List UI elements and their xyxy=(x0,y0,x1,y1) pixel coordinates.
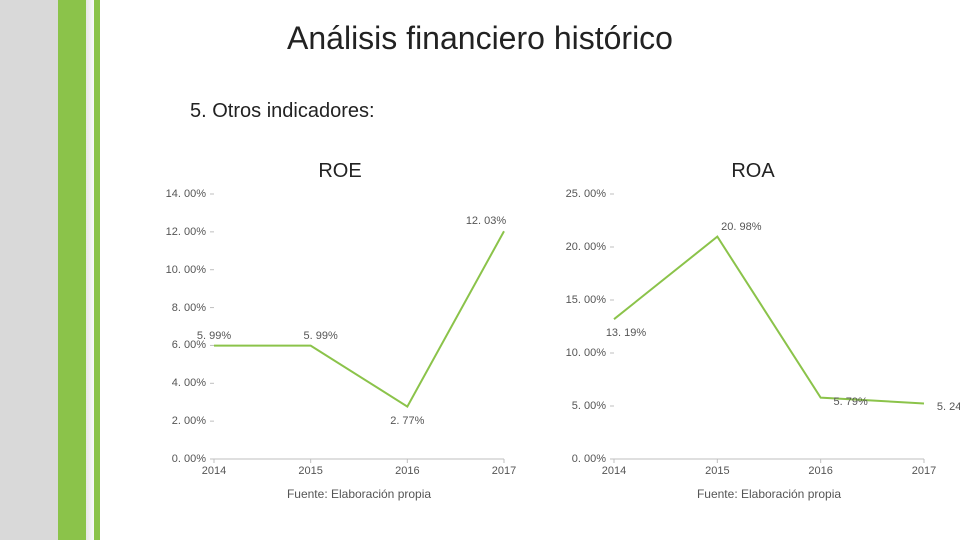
roe-line xyxy=(214,231,504,406)
section-subtitle: 5. Otros indicadores: xyxy=(190,100,375,123)
roe-data-label: 5. 99% xyxy=(197,330,231,342)
roe-data-label: 12. 03% xyxy=(466,215,506,227)
roe-ylabel: 4. 00% xyxy=(172,377,214,389)
roe-data-label: 2. 77% xyxy=(390,415,424,427)
roa-data-label: 20. 98% xyxy=(721,221,761,233)
accent-shadow xyxy=(0,0,96,540)
roa-ylabel: 25. 00% xyxy=(566,188,614,200)
roe-chart: ROE Fuente: Elaboración propia 0. 00%2. … xyxy=(150,160,530,500)
roe-ylabel: 10. 00% xyxy=(166,264,214,276)
roa-line xyxy=(614,237,924,404)
roa-data-label: 5. 79% xyxy=(834,396,868,408)
roa-ylabel: 5. 00% xyxy=(572,400,614,412)
roe-ylabel: 8. 00% xyxy=(172,302,214,314)
roa-ylabel: 20. 00% xyxy=(566,241,614,253)
slide: Análisis financiero histórico 5. Otros i… xyxy=(0,0,960,540)
roe-ylabel: 2. 00% xyxy=(172,415,214,427)
left-accent xyxy=(0,0,108,540)
roa-data-label: 13. 19% xyxy=(606,327,646,339)
roa-ylabel: 10. 00% xyxy=(566,347,614,359)
roe-chart-title: ROE xyxy=(150,160,530,183)
roa-ylabel: 15. 00% xyxy=(566,294,614,306)
roe-source: Fuente: Elaboración propia xyxy=(214,487,504,501)
roa-svg xyxy=(614,194,924,459)
accent-bar-wide xyxy=(58,0,86,540)
roe-svg xyxy=(214,194,504,459)
roa-chart: ROA Fuente: Elaboración propia 0. 00%5. … xyxy=(556,160,950,500)
roa-plot: Fuente: Elaboración propia 0. 00%5. 00%1… xyxy=(614,194,924,459)
roe-plot: Fuente: Elaboración propia 0. 00%2. 00%4… xyxy=(214,194,504,459)
roe-ylabel: 14. 00% xyxy=(166,188,214,200)
page-title: Análisis financiero histórico xyxy=(0,20,960,57)
roa-data-label: 5. 24% xyxy=(937,401,960,413)
accent-bar-thin xyxy=(94,0,100,540)
roa-chart-title: ROA xyxy=(556,160,950,183)
roa-source: Fuente: Elaboración propia xyxy=(614,487,924,501)
roe-data-label: 5. 99% xyxy=(304,330,338,342)
roe-ylabel: 12. 00% xyxy=(166,226,214,238)
